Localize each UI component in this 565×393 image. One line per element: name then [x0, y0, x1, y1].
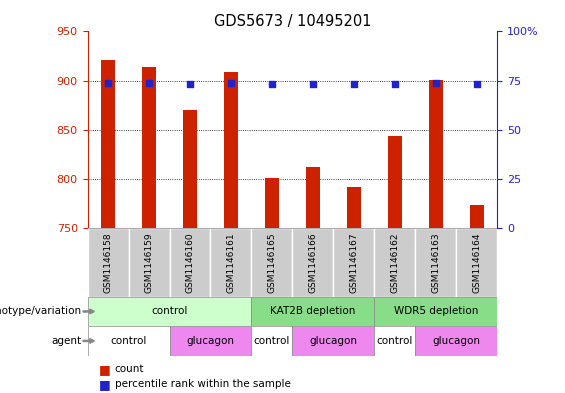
Bar — [170, 326, 251, 356]
Bar — [88, 297, 251, 326]
Text: percentile rank within the sample: percentile rank within the sample — [115, 379, 290, 389]
Bar — [142, 67, 156, 228]
Bar — [457, 228, 497, 297]
Bar — [101, 60, 115, 228]
Text: GSM1146164: GSM1146164 — [472, 232, 481, 292]
Text: ■: ■ — [99, 363, 111, 376]
Text: control: control — [377, 336, 413, 346]
Bar — [224, 72, 238, 228]
Text: WDR5 depletion: WDR5 depletion — [394, 307, 478, 316]
Bar — [88, 326, 170, 356]
Bar — [129, 228, 170, 297]
Bar — [333, 228, 374, 297]
Bar — [88, 228, 129, 297]
Text: KAT2B depletion: KAT2B depletion — [270, 307, 355, 316]
Text: GSM1146159: GSM1146159 — [145, 232, 154, 293]
Bar — [293, 228, 333, 297]
Bar — [183, 110, 197, 228]
Bar — [374, 326, 415, 356]
Bar — [293, 326, 375, 356]
Text: GSM1146165: GSM1146165 — [267, 232, 276, 293]
Point — [349, 81, 358, 88]
Bar — [388, 136, 402, 228]
Bar — [347, 187, 361, 228]
Text: count: count — [115, 364, 144, 374]
Bar — [306, 167, 320, 228]
Text: ■: ■ — [99, 378, 111, 391]
Text: control: control — [151, 307, 188, 316]
Bar — [170, 228, 210, 297]
Bar — [251, 228, 293, 297]
Point — [390, 81, 399, 88]
Bar — [251, 297, 375, 326]
Bar — [429, 80, 443, 228]
Point — [267, 81, 276, 88]
Text: glucagon: glucagon — [186, 336, 234, 346]
Point — [227, 79, 236, 86]
Text: genotype/variation: genotype/variation — [0, 307, 82, 316]
Bar — [211, 228, 251, 297]
Bar — [265, 178, 279, 228]
Point — [472, 81, 481, 88]
Text: glucagon: glucagon — [432, 336, 480, 346]
Text: control: control — [254, 336, 290, 346]
Point — [185, 81, 194, 88]
Bar — [415, 228, 457, 297]
Text: control: control — [110, 336, 147, 346]
Text: GSM1146161: GSM1146161 — [227, 232, 236, 293]
Point — [308, 81, 318, 88]
Text: agent: agent — [52, 336, 82, 346]
Text: GSM1146167: GSM1146167 — [349, 232, 358, 293]
Point — [145, 79, 154, 86]
Text: GSM1146162: GSM1146162 — [390, 232, 399, 292]
Point — [103, 79, 112, 86]
Bar — [374, 297, 497, 326]
Bar — [374, 228, 415, 297]
Bar — [415, 326, 497, 356]
Bar — [470, 206, 484, 228]
Text: GSM1146163: GSM1146163 — [431, 232, 440, 293]
Text: GSM1146158: GSM1146158 — [103, 232, 112, 293]
Bar — [251, 326, 293, 356]
Text: GSM1146166: GSM1146166 — [308, 232, 318, 293]
Title: GDS5673 / 10495201: GDS5673 / 10495201 — [214, 14, 371, 29]
Point — [431, 79, 440, 86]
Text: GSM1146160: GSM1146160 — [185, 232, 194, 293]
Text: glucagon: glucagon — [310, 336, 357, 346]
